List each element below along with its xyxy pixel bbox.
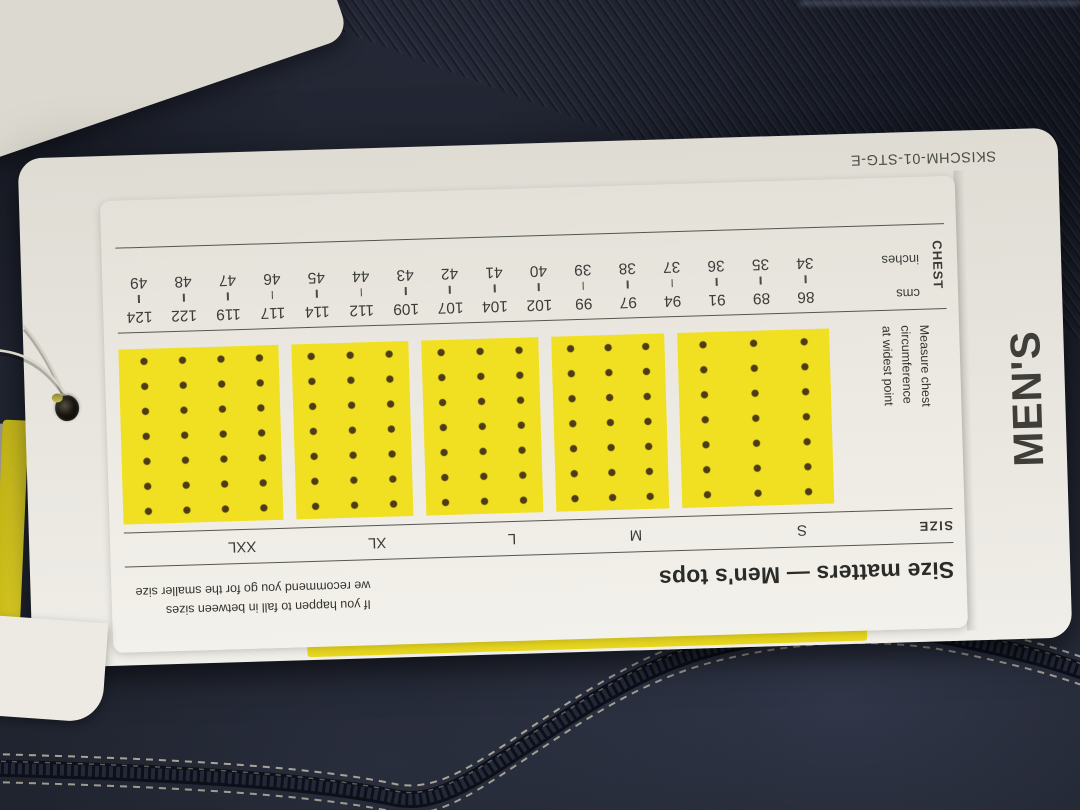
white-card-corner <box>0 612 109 724</box>
fabric-highlight <box>800 0 1080 6</box>
